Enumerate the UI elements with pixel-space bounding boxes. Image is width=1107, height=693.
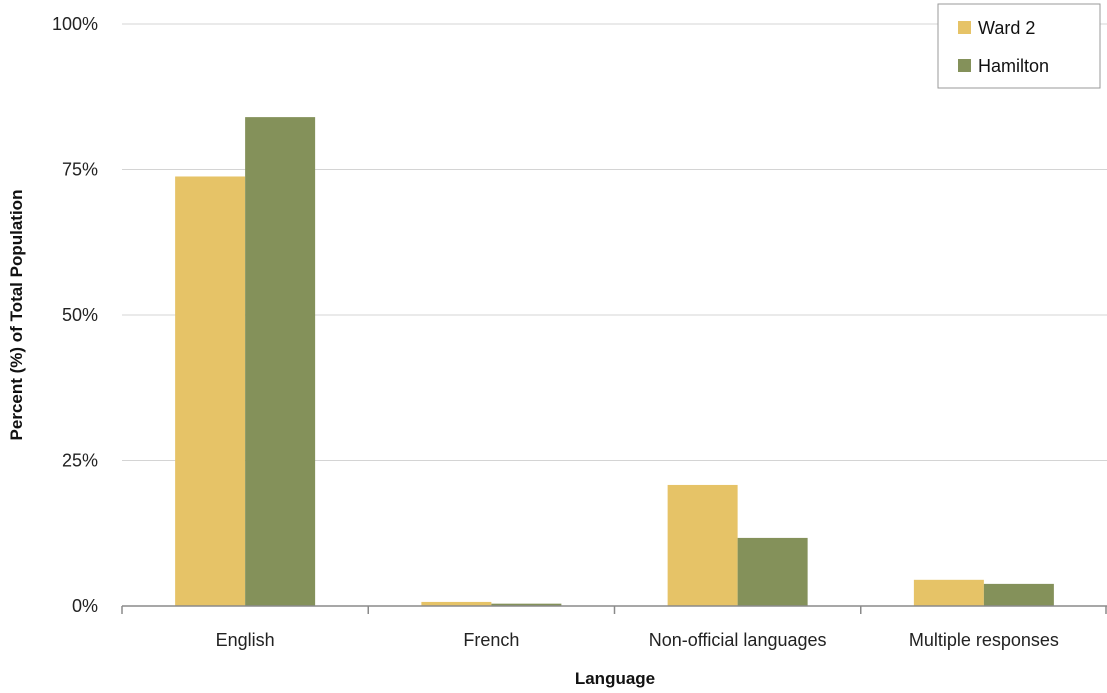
y-tick-label: 75% <box>62 160 98 180</box>
legend-label: Hamilton <box>978 56 1049 76</box>
x-tick-label: English <box>216 630 275 650</box>
bars <box>175 117 1054 607</box>
bar-ward-2 <box>175 176 246 606</box>
legend-swatch <box>958 59 971 72</box>
legend: Ward 2 Hamilton <box>937 3 1101 89</box>
x-tick-label: Non-official languages <box>649 630 827 650</box>
bar-hamilton <box>737 537 808 606</box>
y-axis-title: Percent (%) of Total Population <box>7 190 26 441</box>
x-tick-label: Multiple responses <box>909 630 1059 650</box>
legend-label: Ward 2 <box>978 18 1035 38</box>
y-tick-label: 100% <box>52 14 98 34</box>
bar-ward-2 <box>667 484 738 606</box>
bar-hamilton <box>983 583 1054 606</box>
y-axis-tick-labels: 0% 25% 50% 75% 100% <box>52 14 98 616</box>
x-axis-tick-labels: English French Non-official languages Multi… <box>216 630 1059 650</box>
x-axis <box>121 605 1107 614</box>
x-tick-label: French <box>463 630 519 650</box>
bar-ward-2 <box>421 601 492 606</box>
legend-box <box>937 3 1101 89</box>
y-tick-label: 50% <box>62 305 98 325</box>
bar-hamilton <box>245 117 316 607</box>
bar-hamilton <box>491 603 562 606</box>
y-tick-label: 25% <box>62 451 98 471</box>
legend-swatch <box>958 21 971 34</box>
y-tick-label: 0% <box>72 596 98 616</box>
x-axis-title: Language <box>575 669 655 688</box>
bar-ward-2 <box>913 579 984 606</box>
